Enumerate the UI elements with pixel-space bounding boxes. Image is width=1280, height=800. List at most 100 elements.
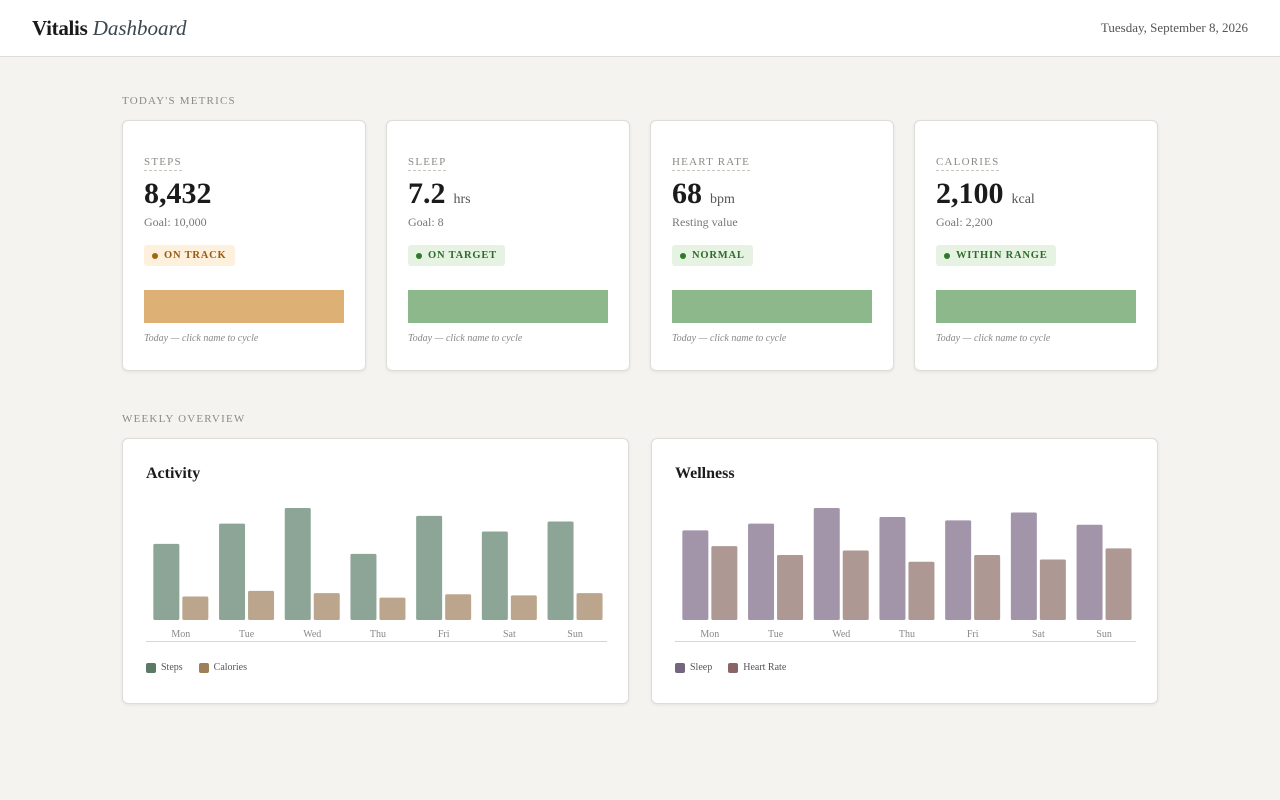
status-dot-icon — [152, 252, 158, 259]
x-tick-label: Tue — [239, 629, 255, 640]
metric-description: Resting value — [672, 215, 738, 229]
card-hint: Today — click name to cycle — [936, 333, 1051, 344]
status-badge: WITHIN RANGE — [936, 245, 1056, 266]
x-tick-label: Fri — [438, 629, 450, 640]
status-dot-icon — [416, 252, 422, 259]
bar-heart-rate-thu — [908, 561, 935, 620]
bar-calories-sat — [510, 595, 537, 620]
bar-calories-fri — [445, 594, 472, 620]
legend-item: Steps — [146, 662, 183, 673]
bar-steps-tue — [219, 523, 246, 620]
x-tick-label: Thu — [899, 629, 915, 640]
metric-name-toggle[interactable]: CALORIES — [936, 156, 1000, 171]
bar-sleep-sun — [1076, 524, 1103, 620]
bar-sleep-wed — [813, 508, 840, 620]
chart-legend: Sleep Heart Rate — [675, 662, 1135, 673]
bar-sleep-thu — [879, 516, 906, 620]
legend-item: Sleep — [675, 662, 712, 673]
activity-bar-chart: Mon Tue Wed Thu Fri Sat Sun — [146, 508, 607, 642]
metric-value: 7.2 — [408, 177, 446, 210]
bar-steps-wed — [284, 508, 311, 620]
bar-sleep-fri — [945, 520, 972, 620]
status-badge: NORMAL — [672, 245, 753, 266]
wellness-chart-card: Wellness Mon Tue Wed Thu Fri Sat Sun Sleep Hear… — [651, 438, 1158, 704]
section-title-weekly: WEEKLY OVERVIEW — [122, 413, 246, 425]
bar-calories-thu — [379, 597, 406, 620]
bar-heart-rate-sun — [1105, 548, 1132, 620]
card-hint: Today — click name to cycle — [408, 333, 523, 344]
status-badge-label: WITHIN RANGE — [956, 250, 1048, 261]
status-badge: ON TARGET — [408, 245, 505, 266]
x-tick-label: Sun — [567, 629, 583, 640]
progress-bar-fill — [936, 290, 1136, 323]
progress-bar — [144, 290, 344, 323]
metric-cards: STEPS 8,432 Goal: 10,000 ON TRACK Today … — [122, 120, 1158, 371]
x-tick-label: Sat — [503, 629, 516, 640]
brand-name: Vitalis — [32, 15, 88, 40]
metric-value: 8,432 — [144, 177, 212, 210]
metric-goal: Goal: 2,200 — [936, 215, 993, 229]
bar-steps-thu — [350, 553, 377, 620]
brand-subtitle: Dashboard — [92, 15, 187, 40]
metric-unit: kcal — [1011, 192, 1035, 207]
metric-card-heart-rate: HEART RATE 68 bpm Resting value NORMAL To… — [650, 120, 894, 371]
chart-title: Wellness — [675, 465, 735, 482]
metric-value: 68 — [672, 177, 702, 210]
bar-heart-rate-fri — [974, 555, 1001, 620]
wellness-bar-chart: Mon Tue Wed Thu Fri Sat Sun — [675, 508, 1136, 642]
status-badge-label: ON TARGET — [428, 250, 497, 261]
status-badge-label: ON TRACK — [164, 250, 227, 261]
x-tick-label: Wed — [303, 629, 321, 640]
chart-title: Activity — [146, 465, 201, 482]
main-content: TODAY'S METRICS STEPS 8,432 Goal: 10,000… — [0, 95, 1280, 704]
status-dot-icon — [944, 252, 950, 259]
status-badge-label: NORMAL — [692, 250, 745, 261]
x-tick-label: Tue — [768, 629, 784, 640]
metric-goal: Goal: 8 — [408, 215, 444, 229]
x-tick-label: Fri — [967, 629, 979, 640]
bar-steps-sun — [547, 521, 574, 620]
x-tick-label: Sun — [1096, 629, 1112, 640]
legend-swatch-icon — [198, 662, 209, 673]
card-hint: Today — click name to cycle — [672, 333, 787, 344]
progress-bar-fill — [672, 290, 872, 323]
chart-legend: Steps Calories — [146, 662, 606, 673]
brand-logo: Vitalis Dashboard — [32, 16, 186, 41]
bar-sleep-mon — [682, 530, 709, 620]
metric-card-calories: CALORIES 2,100 kcal Goal: 2,200 WITHIN RA… — [914, 120, 1158, 371]
bar-heart-rate-tue — [777, 555, 804, 620]
status-badge: ON TRACK — [144, 245, 235, 266]
bar-heart-rate-wed — [842, 550, 869, 620]
x-tick-label: Mon — [700, 629, 719, 640]
x-tick-label: Sat — [1032, 629, 1045, 640]
legend-label: Calories — [213, 662, 247, 673]
bar-heart-rate-sat — [1039, 559, 1066, 620]
progress-bar-fill — [144, 290, 344, 323]
metric-name-toggle[interactable]: STEPS — [144, 156, 182, 171]
progress-bar — [408, 290, 608, 323]
metric-card-sleep: SLEEP 7.2 hrs Goal: 8 ON TARGET Today — c… — [386, 120, 630, 371]
section-title-today: TODAY'S METRICS — [122, 95, 236, 107]
status-dot-icon — [680, 252, 686, 259]
metric-value: 2,100 — [936, 177, 1004, 210]
progress-bar — [672, 290, 872, 323]
current-date: Tuesday, September 8, 2026 — [1100, 20, 1248, 35]
x-tick-label: Thu — [370, 629, 386, 640]
bar-calories-tue — [248, 590, 275, 620]
metric-name-toggle[interactable]: SLEEP — [408, 156, 447, 171]
app-header: Vitalis Dashboard Tuesday, September 8, … — [0, 0, 1280, 57]
x-tick-label: Wed — [832, 629, 850, 640]
card-hint: Today — click name to cycle — [144, 333, 259, 344]
weekly-charts: Activity Mon Tue Wed Thu Fri Sat Sun Steps Calo… — [122, 438, 1158, 704]
bar-steps-fri — [416, 515, 443, 620]
bar-sleep-sat — [1010, 512, 1037, 620]
metric-goal: Goal: 10,000 — [144, 215, 207, 229]
legend-label: Sleep — [690, 662, 713, 673]
metric-card-steps: STEPS 8,432 Goal: 10,000 ON TRACK Today … — [122, 120, 366, 371]
x-tick-label: Mon — [171, 629, 190, 640]
bar-steps-sat — [481, 531, 508, 620]
legend-swatch-icon — [675, 662, 685, 673]
bar-sleep-tue — [748, 523, 775, 620]
metric-name-toggle[interactable]: HEART RATE — [672, 156, 751, 171]
bar-calories-sun — [576, 593, 603, 620]
